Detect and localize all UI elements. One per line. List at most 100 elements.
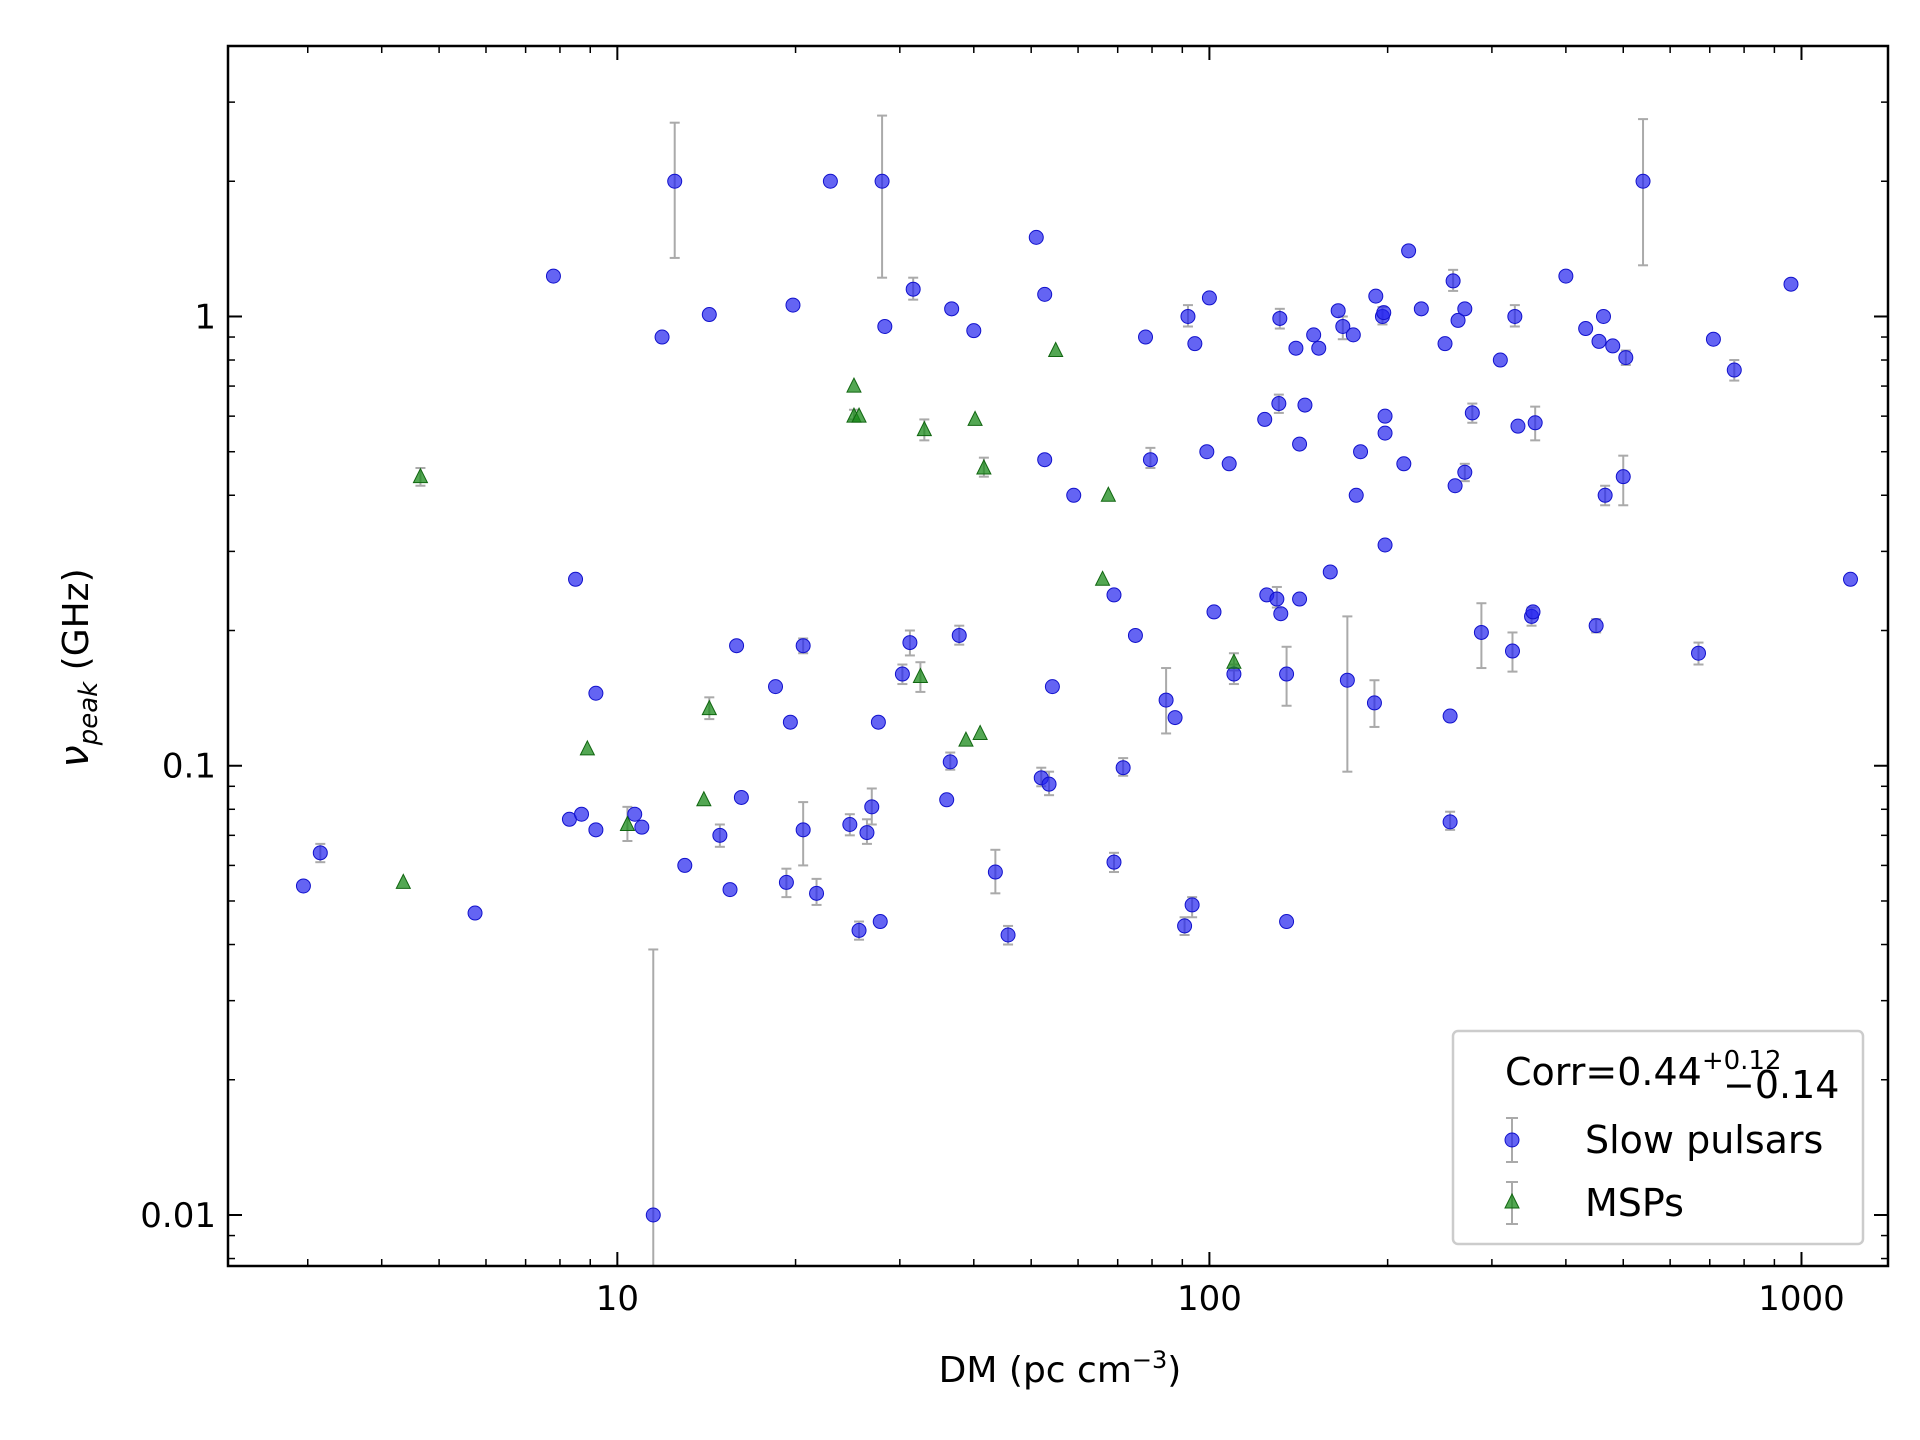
slow-pulsar-point	[1377, 425, 1393, 441]
slow-pulsar-point	[1339, 672, 1355, 688]
msp-point	[696, 790, 712, 807]
slow-pulsar-point	[1271, 396, 1287, 412]
slow-pulsar-point	[1635, 173, 1651, 189]
slow-pulsar-point	[1044, 679, 1060, 695]
slow-pulsar-point	[1442, 708, 1458, 724]
msp-point	[579, 739, 596, 756]
legend: Corr=0.44+0.12 −0.14 Slow pulsars MSPs	[1451, 1029, 1865, 1246]
slow-pulsar-point	[1177, 918, 1193, 934]
slow-pulsar-point	[768, 679, 784, 695]
slow-pulsar-point	[1597, 487, 1613, 503]
slow-pulsar-point	[1206, 604, 1222, 620]
slow-pulsar-point	[701, 307, 717, 323]
slow-pulsar-point	[1605, 338, 1621, 354]
slow-pulsar-point	[312, 845, 328, 861]
slow-pulsar-point	[729, 638, 745, 654]
slow-pulsar-point	[574, 806, 590, 822]
slow-pulsar-point	[645, 1207, 661, 1223]
slow-pulsar-point	[1272, 310, 1288, 326]
slow-pulsar-point	[1345, 327, 1361, 343]
slow-pulsar-point	[1184, 897, 1200, 913]
slow-pulsar-point	[1447, 478, 1463, 494]
slow-pulsar-point	[870, 714, 886, 730]
slow-pulsar-point	[1377, 537, 1393, 553]
slow-pulsar-point	[634, 819, 650, 835]
slow-pulsar-point	[966, 323, 982, 339]
slow-pulsar-point	[295, 878, 311, 894]
slow-pulsar-point	[782, 714, 798, 730]
slow-pulsar-point	[872, 914, 888, 930]
slow-pulsar-errorbar	[1342, 615, 1353, 773]
slow-pulsar-point	[1199, 444, 1215, 460]
slow-pulsar-point	[1037, 452, 1053, 468]
slow-pulsar-point	[1376, 305, 1392, 321]
slow-pulsar-point	[1615, 469, 1631, 485]
slow-pulsar-point	[1726, 362, 1742, 378]
legend-label-msps: MSPs	[1585, 1181, 1684, 1225]
plot-frame	[226, 44, 1890, 1268]
msp-point	[972, 724, 988, 740]
slow-pulsar-point	[1292, 591, 1308, 607]
legend-title-sub: −0.14	[1723, 1063, 1839, 1107]
slow-pulsar-point	[1269, 591, 1285, 607]
slow-pulsar-point	[1842, 571, 1858, 587]
y-tick-label: 0.1	[162, 747, 216, 787]
slow-pulsar-point	[1588, 618, 1604, 634]
slow-pulsar-point	[1335, 318, 1351, 334]
msp-point	[1047, 341, 1064, 358]
slow-pulsar-point	[1106, 587, 1122, 603]
x-tick-label: 100	[1177, 1279, 1242, 1319]
legend-title: Corr=0.44+0.12	[1505, 1046, 1782, 1094]
slow-pulsar-point	[1167, 710, 1183, 726]
slow-pulsar-point	[987, 864, 1003, 880]
slow-pulsar-point	[795, 822, 811, 838]
slow-pulsar-point	[733, 789, 749, 805]
msp-point	[1094, 570, 1111, 586]
slow-pulsar-point	[851, 922, 867, 938]
slow-pulsar-point	[1457, 301, 1473, 317]
slow-pulsar-point	[1366, 695, 1382, 711]
msp-point	[701, 699, 718, 716]
slow-pulsar-point	[1279, 914, 1295, 930]
slow-pulsar-point	[1037, 286, 1053, 302]
slow-pulsar-point	[1783, 276, 1799, 292]
slow-pulsar-point	[1142, 452, 1158, 468]
slow-pulsar-point	[1115, 760, 1131, 776]
slow-pulsar-point	[942, 754, 958, 770]
slow-pulsar-point	[1279, 666, 1295, 682]
msp-point	[976, 458, 992, 475]
slow-pulsar-point	[1353, 444, 1369, 460]
msp-point	[846, 376, 862, 393]
x-tick-label: 1000	[1758, 1279, 1845, 1319]
msp-point	[412, 467, 429, 484]
slow-pulsar-point	[677, 857, 693, 873]
msp-point	[851, 407, 867, 423]
msp-point	[916, 420, 933, 437]
slow-pulsar-point	[1527, 415, 1543, 431]
slow-pulsar-point	[939, 792, 955, 808]
slow-pulsar-point	[1445, 273, 1461, 289]
slow-pulsar-point	[1510, 418, 1526, 434]
slow-pulsar-point	[1288, 340, 1304, 356]
x-axis-label: DM (pc cm−3)	[939, 1346, 1182, 1391]
slow-pulsar-point	[1618, 350, 1634, 366]
slow-pulsar-errorbar	[877, 114, 888, 279]
slow-pulsar-point	[822, 173, 838, 189]
slow-pulsar-point	[905, 281, 921, 297]
slow-pulsar-point	[1322, 564, 1338, 580]
y-axis-label: νpeak (GHz)	[52, 568, 104, 767]
slow-pulsar-point	[1473, 624, 1489, 640]
slow-pulsar-point	[654, 329, 670, 345]
slow-pulsar-point	[1180, 308, 1196, 324]
slow-pulsar-point	[1442, 814, 1458, 830]
slow-pulsar-point	[1578, 321, 1594, 337]
slow-pulsar-point	[1297, 397, 1313, 413]
legend-box	[1451, 1029, 1865, 1246]
slow-pulsar-point	[1492, 352, 1508, 368]
slow-pulsar-point	[864, 799, 880, 815]
slow-pulsar-point	[712, 827, 728, 843]
slow-pulsar-point	[667, 173, 683, 189]
slow-pulsar-point	[627, 806, 643, 822]
x-tick-label: 10	[596, 1279, 639, 1319]
slow-pulsar-point	[795, 638, 811, 654]
